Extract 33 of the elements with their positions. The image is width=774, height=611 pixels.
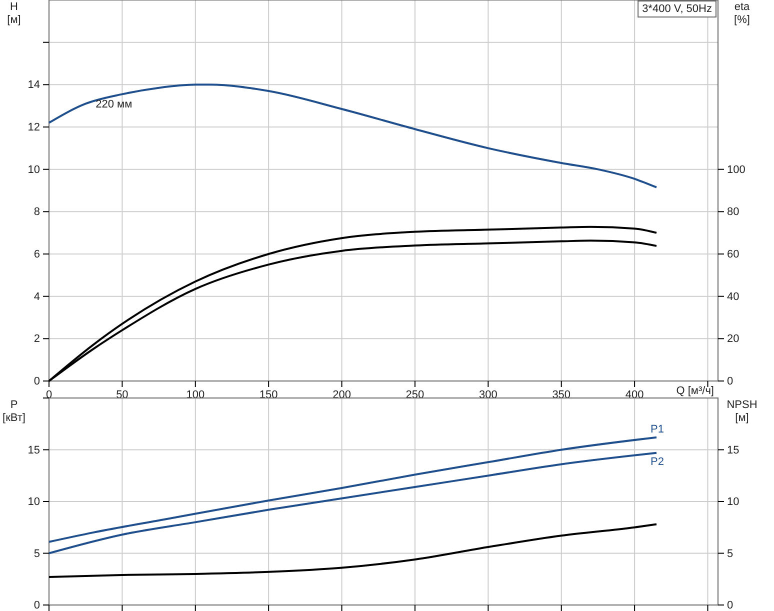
y-tick-label: 6	[34, 248, 40, 261]
y2-tick-label: 20	[727, 333, 740, 346]
y-tick-label: 15	[28, 444, 40, 456]
y-tick-label: 12	[28, 122, 40, 134]
y-tick-label: 4	[34, 290, 40, 303]
y2-tick-label: 0	[727, 600, 734, 611]
series-label: P2	[650, 456, 664, 468]
y-tick-label: 8	[34, 206, 40, 218]
y2-axis-title: eta [%]	[734, 1, 751, 26]
y2-tick-label: 0	[727, 376, 734, 388]
y-tick-label: 5	[34, 548, 40, 560]
x-axis-title: Q [м³/ч]	[676, 385, 714, 397]
y-tick-label: 2	[34, 333, 40, 346]
y-tick-label: 10	[28, 496, 40, 508]
y2-tick-label: 60	[727, 248, 740, 261]
y-axis-title: H [м]	[7, 1, 21, 26]
y2-tick-label: 5	[727, 548, 734, 560]
y-tick-label: 0	[34, 600, 40, 611]
y-axis-title: P [кВт]	[2, 399, 26, 424]
line-series	[48, 523, 658, 578]
y2-tick-label: 80	[727, 206, 740, 218]
y2-tick-label: 100	[727, 164, 746, 176]
y-tick-label: 0	[34, 376, 40, 388]
y-tick-label: 10	[28, 164, 40, 176]
line-series	[48, 84, 658, 188]
series-label: P1	[650, 423, 664, 436]
y-tick-label: 14	[28, 79, 40, 92]
y2-tick-label: 10	[727, 496, 740, 508]
y2-axis-title: NPSH [м]	[726, 399, 758, 424]
chart-title: 3*400 V, 50Hz	[642, 3, 712, 15]
annotation: 220 мм	[96, 98, 132, 111]
y2-tick-label: 40	[727, 290, 740, 303]
y2-tick-label: 15	[727, 444, 740, 456]
